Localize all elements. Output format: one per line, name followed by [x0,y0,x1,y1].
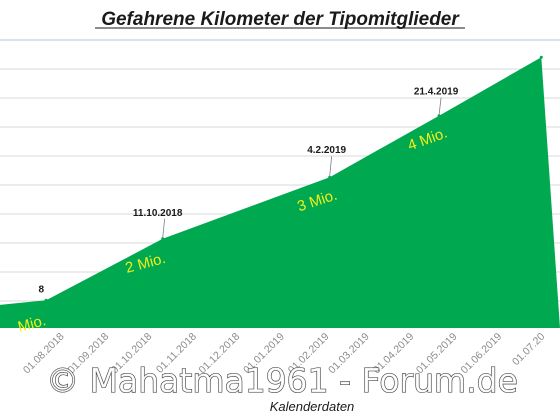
annotation-date: 11.10.2018 [133,208,183,219]
chart-title: Gefahrene Kilometer der Tipomitglieder [101,9,460,30]
data-point [328,175,332,179]
annotation-value: Mio. [16,312,48,336]
data-point [161,237,165,241]
data-point [437,114,441,118]
annotation-leader [329,156,333,177]
watermark: © Mahatma1961 - Forum.de [46,361,518,400]
annotation-date: 21.4.2019 [414,87,459,98]
annotation-leader [162,218,166,238]
annotation-date: 8 [39,284,45,295]
data-point [44,298,48,302]
area-series [0,57,560,328]
annotation-leader [438,97,442,115]
data-point [539,55,543,59]
annotation-date: 4.2.2019 [307,145,346,156]
x-axis-label: Kalenderdaten [270,399,355,414]
